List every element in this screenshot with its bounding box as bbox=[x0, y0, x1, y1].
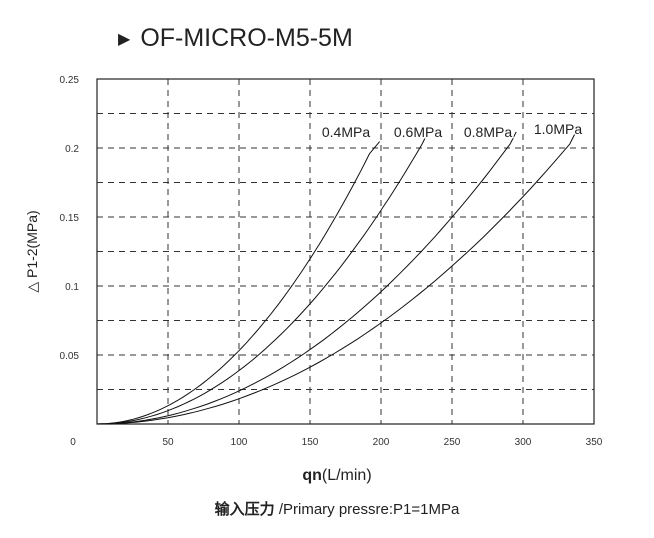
x-axis-label: qn(L/min) bbox=[0, 467, 654, 485]
chart-title: ▶ OF-MICRO-M5-5M bbox=[118, 24, 353, 53]
series-line-1.0MPa bbox=[96, 143, 571, 425]
series-label: 0.6MPa bbox=[394, 124, 442, 140]
y-tick-label: 0.05 bbox=[60, 351, 80, 362]
x-tick-label: 150 bbox=[302, 437, 319, 448]
x-tick-label: 350 bbox=[586, 437, 603, 448]
series-label: 0.8MPa bbox=[464, 124, 512, 140]
y-axis-label: △ P1-2(MPa) bbox=[24, 210, 40, 292]
y-tick-label: 0.2 bbox=[65, 144, 79, 155]
plot-frame bbox=[96, 78, 595, 425]
x-tick-label: 0 bbox=[70, 437, 76, 448]
x-tick-label: 300 bbox=[515, 437, 532, 448]
leader-line bbox=[569, 131, 577, 145]
x-tick-label: 200 bbox=[373, 437, 390, 448]
chart-title-text: OF-MICRO-M5-5M bbox=[140, 24, 353, 52]
series-line-0.4MPa bbox=[96, 153, 371, 425]
y-tick-label: 0.1 bbox=[65, 282, 79, 293]
x-axis-label-main: qn bbox=[302, 467, 322, 484]
leader-line bbox=[421, 131, 429, 145]
chart-subtitle: 输入压力 /Primary pressre:P1=1MPa bbox=[0, 498, 654, 519]
subtitle-text: /Primary pressre:P1=1MPa bbox=[274, 501, 460, 518]
y-tick-label: 0.15 bbox=[60, 213, 80, 224]
x-tick-label: 250 bbox=[444, 437, 461, 448]
x-axis-label-unit: (L/min) bbox=[321, 467, 372, 484]
subtitle-chinese: 输入压力 bbox=[214, 501, 275, 518]
x-tick-label: 100 bbox=[231, 437, 248, 448]
y-tick-label: 0.25 bbox=[60, 75, 80, 86]
triangle-bullet-icon: ▶ bbox=[118, 30, 131, 48]
leader-line bbox=[369, 141, 381, 154]
series-line-0.6MPa bbox=[96, 143, 423, 425]
series-line-0.8MPa bbox=[96, 143, 511, 425]
series-label: 0.4MPa bbox=[322, 124, 370, 140]
x-tick-label: 50 bbox=[162, 437, 174, 448]
leader-line bbox=[509, 131, 517, 145]
series-label: 1.0MPa bbox=[534, 121, 582, 137]
